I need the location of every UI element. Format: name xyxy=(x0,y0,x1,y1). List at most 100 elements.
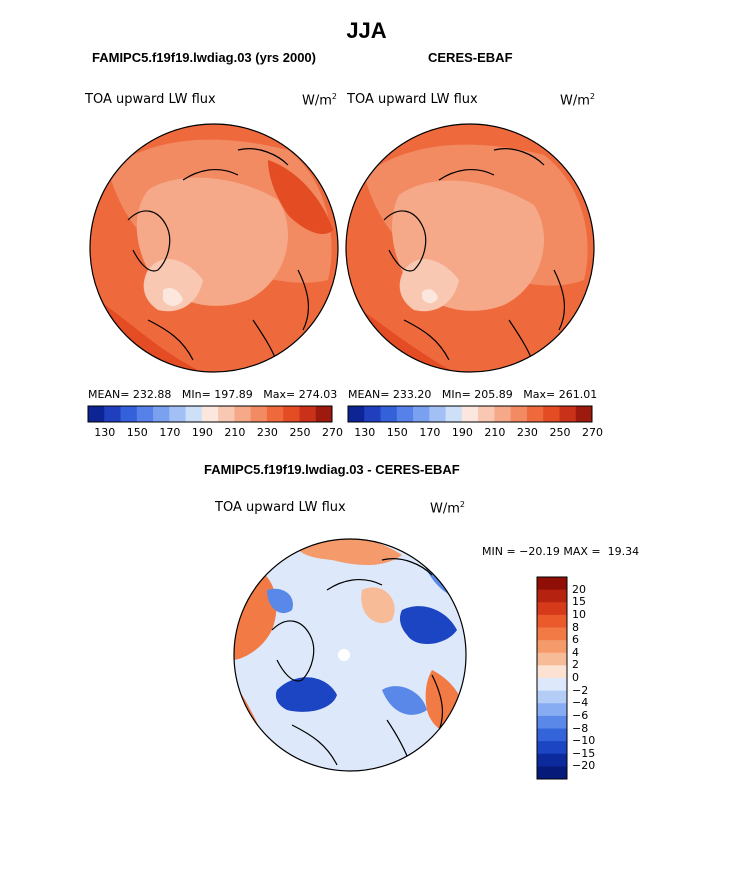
colorbar-tick-label: −4 xyxy=(572,696,589,710)
colorbar-swatch xyxy=(445,406,463,422)
colorbar-swatch xyxy=(283,406,300,422)
colorbar-swatch xyxy=(537,627,567,641)
map-pole-hole xyxy=(338,649,350,661)
colorbar-tick-label: 250 xyxy=(289,426,311,439)
map-boundary xyxy=(345,123,595,373)
colorbar-tick-label: 15 xyxy=(572,595,586,609)
colorbar-swatch xyxy=(88,406,105,422)
colorbar-border xyxy=(87,405,333,423)
map-negative-south xyxy=(275,677,337,712)
colorbar-tick-label: 0 xyxy=(572,671,579,684)
difference-polar-map xyxy=(233,538,467,772)
colorbar-swatch xyxy=(537,690,567,704)
colorbar-swatch xyxy=(315,406,333,422)
panel2-stats: MEAN= 233.20 MIn= 205.89 Max= 261.01 xyxy=(348,388,598,401)
colorbar-swatch xyxy=(153,406,170,422)
colorbar-swatch xyxy=(104,406,122,422)
colorbar-tick-label: −6 xyxy=(572,708,589,722)
colorbar-swatch xyxy=(537,741,567,755)
map-boundary xyxy=(233,538,467,772)
colorbar-tick-label: 210 xyxy=(224,426,246,439)
colorbar-tick-label: −8 xyxy=(572,721,589,735)
colorbar-swatch xyxy=(380,406,398,422)
panel1-colorbar-ticks: 130 150 170 190 210 230 250 270 xyxy=(88,426,343,440)
colorbar-swatch xyxy=(537,753,567,767)
colorbar-swatch xyxy=(266,406,284,422)
map-greenland-peak xyxy=(422,289,438,304)
colorbar-tick-label: 130 xyxy=(94,426,116,439)
colorbar-tick-label: −2 xyxy=(572,683,589,697)
colorbar-tick-label: 190 xyxy=(451,426,473,439)
colorbar-swatch xyxy=(201,406,219,422)
colorbar-swatch xyxy=(537,715,567,729)
colorbar-swatch xyxy=(526,406,544,422)
map-boundary xyxy=(89,123,339,373)
colorbar-swatch xyxy=(169,406,187,422)
colorbar-swatch xyxy=(429,406,447,422)
colorbar-swatch xyxy=(299,406,317,422)
main-title: JJA xyxy=(346,18,387,43)
colorbar-swatch xyxy=(120,406,138,422)
colorbar-swatch xyxy=(537,589,567,603)
map-coastlines xyxy=(383,148,565,366)
panel1-stats: MEAN= 232.88 MIn= 197.89 Max= 274.03 xyxy=(88,388,338,401)
colorbar-swatch xyxy=(537,602,567,616)
diff-subtitle: FAMIPC5.f19f19.lwdiag.03 - CERES-EBAF xyxy=(204,462,460,477)
colorbar-tick-label: 6 xyxy=(572,633,579,647)
colorbar-swatch xyxy=(185,406,203,422)
colorbar-tick-label: −10 xyxy=(572,734,596,748)
colorbar-swatch xyxy=(543,406,560,422)
colorbar-tick-label: 190 xyxy=(191,426,213,439)
panel1-subtitle: FAMIPC5.f19f19.lwdiag.03 (yrs 2000) xyxy=(92,50,316,65)
colorbar-swatch xyxy=(537,577,567,591)
colorbar-swatch xyxy=(136,406,154,422)
colorbar-tick-label: −15 xyxy=(572,746,596,760)
colorbar-tick-label: 150 xyxy=(126,426,148,439)
colorbar-swatch xyxy=(537,766,567,780)
model-polar-map xyxy=(89,123,339,373)
colorbar-tick-label: 8 xyxy=(572,620,579,634)
diff-variable-label: TOA upward LW flux xyxy=(215,500,346,515)
colorbar-swatch xyxy=(537,703,567,717)
colorbar-tick-label: −20 xyxy=(572,759,596,773)
panel2-units: W/m2 xyxy=(560,92,595,109)
diff-colorbar-labels: 20 15 10 8 6 4 2 0 −2 −4 −6 −8 −10 −15 −20 xyxy=(572,577,612,779)
colorbar-swatch xyxy=(510,406,528,422)
colorbar-swatch xyxy=(559,406,577,422)
colorbar-tick-label: 170 xyxy=(159,426,181,439)
colorbar-tick-label: 2 xyxy=(572,658,579,672)
map-greenland-peak xyxy=(163,288,183,306)
map-positive-center xyxy=(361,587,395,624)
colorbar-tick-label: 10 xyxy=(572,607,586,621)
colorbar-swatch xyxy=(364,406,382,422)
colorbar-tick-label: 230 xyxy=(516,426,538,439)
panel2-colorbar xyxy=(347,405,593,423)
panel1-units: W/m2 xyxy=(302,92,337,109)
colorbar-tick-label: 250 xyxy=(549,426,571,439)
panel1-colorbar xyxy=(87,405,333,423)
panel2-subtitle: CERES-EBAF xyxy=(428,50,513,65)
colorbar-swatch xyxy=(537,678,567,692)
map-coastlines xyxy=(271,558,443,771)
map-hot-spot xyxy=(268,160,333,235)
colorbar-swatch xyxy=(461,406,479,422)
colorbar-swatch xyxy=(396,406,414,422)
colorbar-swatch xyxy=(250,406,268,422)
colorbar-tick-label: 210 xyxy=(484,426,506,439)
colorbar-swatch xyxy=(537,652,567,666)
diff-minmax: MIN = −20.19 MAX = 19.34 xyxy=(482,545,640,558)
colorbar-tick-label: 170 xyxy=(419,426,441,439)
panel2-variable-label: TOA upward LW flux xyxy=(347,92,478,107)
map-coastlines xyxy=(127,148,309,366)
diff-colorbar xyxy=(536,576,568,780)
colorbar-swatch xyxy=(218,406,235,422)
colorbar-tick-label: 270 xyxy=(582,426,603,439)
panel1-variable-label: TOA upward LW flux xyxy=(85,92,216,107)
map-positive-edges xyxy=(234,670,466,760)
map-greenland-region xyxy=(399,259,459,312)
colorbar-swatch xyxy=(537,665,567,679)
colorbar-swatch xyxy=(494,406,512,422)
colorbar-tick-label: 4 xyxy=(572,645,579,659)
colorbar-tick-label: 270 xyxy=(322,426,343,439)
colorbar-swatch xyxy=(234,406,252,422)
